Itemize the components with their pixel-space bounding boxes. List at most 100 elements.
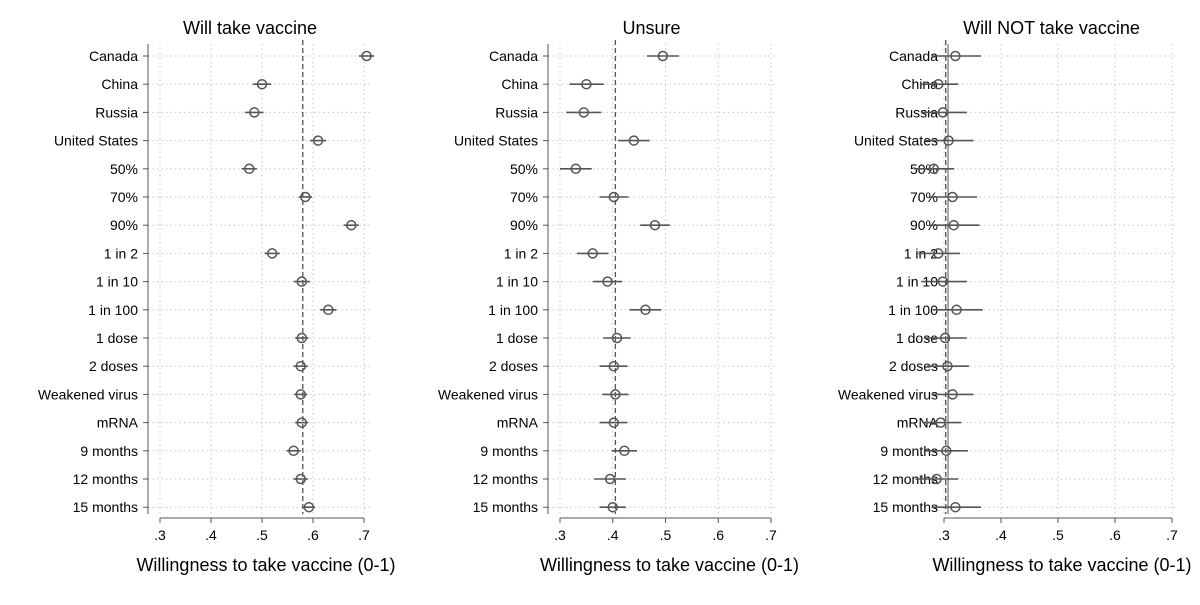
panel-3-category-label: China <box>901 76 938 92</box>
panel-1-point-estimate <box>249 107 260 118</box>
panel-1-point-estimate <box>300 191 311 203</box>
panel-1-point-estimate <box>296 332 308 344</box>
panel-3-point-estimate <box>950 50 961 62</box>
panel-3-category-label: Canada <box>889 48 938 64</box>
panel-1-category-label: 1 in 10 <box>96 274 138 290</box>
panel-2-point-estimate <box>608 191 620 203</box>
panel-1-category-label: 12 months <box>73 471 138 487</box>
panel-3-category-label: 2 doses <box>889 358 938 374</box>
panel-2-category-label: 15 months <box>473 499 538 515</box>
panel-3-category-label: 90% <box>910 217 938 233</box>
panel-2-category-label: 70% <box>510 189 538 205</box>
panel-2-point-estimate <box>578 107 589 118</box>
panel-1-point-estimate <box>312 135 324 146</box>
panel-1-category-label: 9 months <box>80 443 138 459</box>
panel-1-point-estimate <box>295 360 307 372</box>
panel-1-point-estimate <box>288 445 299 457</box>
panel-3-category-label: mRNA <box>897 415 939 431</box>
panel-2-point-estimate <box>604 473 616 485</box>
panel-3-point-estimate <box>937 107 949 118</box>
panel-3-point-estimate <box>947 191 958 203</box>
panel-3-x-tick-label: .7 <box>1166 527 1178 543</box>
panel-2-point-estimate <box>628 135 640 146</box>
panel-2-point-estimate <box>657 50 669 62</box>
panel-2-category-label: 1 in 2 <box>504 245 538 261</box>
panel-3-category-label: 1 dose <box>896 330 938 346</box>
panel-2-category-label: 1 in 100 <box>488 302 538 318</box>
panel-3-x-tick-label: .6 <box>1109 527 1121 543</box>
panel-2-category-label: United States <box>454 133 538 149</box>
panel-3-category-label: Weakened virus <box>838 386 938 402</box>
panel-2-category-label: Russia <box>495 104 538 120</box>
panel-2-category-label: 90% <box>510 217 538 233</box>
panel-3-category-label: 1 in 10 <box>896 274 938 290</box>
panel-3-category-label: 15 months <box>873 499 938 515</box>
panel-2-point-estimate <box>640 304 651 316</box>
panel-2-category-label: Weakened virus <box>438 386 538 402</box>
panel-1-category-label: Russia <box>95 104 138 120</box>
panel-2-point-estimate <box>611 332 623 344</box>
panel-1-x-tick-label: .6 <box>307 527 319 543</box>
panel-1-category-label: 2 doses <box>89 358 138 374</box>
panel-1-category-label: 15 months <box>73 499 138 515</box>
panel-3-point-estimate <box>928 163 939 175</box>
panel-3-x-tick-label: .4 <box>995 527 1007 543</box>
panel-2-x-tick-label: .7 <box>765 527 777 543</box>
panel-3-point-estimate <box>948 219 959 231</box>
panel-2-category-label: 2 doses <box>489 358 538 374</box>
panel-2-point-estimate <box>610 389 621 400</box>
panel-2-x-tick-label: .3 <box>554 527 566 543</box>
panel-2-point-estimate <box>608 417 620 428</box>
panel-2-point-estimate <box>608 360 620 372</box>
panel-2-x-axis-label: Willingness to take vaccine (0-1) <box>540 555 799 575</box>
panel-3-category-label: United States <box>854 133 938 149</box>
panel-1-x-tick-label: .3 <box>154 527 166 543</box>
panel-3-x-tick-label: .5 <box>1052 527 1064 543</box>
panel-3-point-estimate <box>947 389 958 400</box>
panel-3-category-label: 70% <box>910 189 938 205</box>
panel-2-point-estimate <box>581 78 592 90</box>
panel-1-category-label: mRNA <box>97 415 139 431</box>
panel-2-point-estimate <box>619 445 630 457</box>
panel-2-category-label: 9 months <box>480 443 538 459</box>
panel-3-point-estimate <box>931 473 942 485</box>
panel-3-point-estimate <box>933 248 944 259</box>
panel-1-point-estimate <box>266 248 278 259</box>
panel-1-point-estimate <box>296 276 308 287</box>
panel-1-point-estimate <box>295 473 307 485</box>
panel-1-point-estimate <box>303 501 315 513</box>
panel-1-category-label: China <box>101 76 138 92</box>
panel-1-category-label: 70% <box>110 189 138 205</box>
panel-3-point-estimate <box>950 501 961 513</box>
panel-1-point-estimate <box>256 78 268 90</box>
panel-1-title: Will take vaccine <box>183 18 317 38</box>
panel-1-category-label: 1 dose <box>96 330 138 346</box>
panel-1-point-estimate <box>296 417 308 428</box>
panel-1-category-label: United States <box>54 133 138 149</box>
panel-3-category-label: 1 in 100 <box>888 302 938 318</box>
panel-1-category-label: 50% <box>110 161 138 177</box>
panel-2-point-estimate <box>649 219 661 231</box>
panel-3-point-estimate <box>942 360 953 372</box>
panel-1-x-tick-label: .5 <box>256 527 268 543</box>
panel-3-point-estimate <box>935 417 946 428</box>
panel-1-x-tick-label: .7 <box>358 527 370 543</box>
panel-3-category-label: 12 months <box>873 471 938 487</box>
panel-1-point-estimate <box>323 304 334 316</box>
panel-2-point-estimate <box>570 163 582 175</box>
panel-1-point-estimate <box>361 50 372 62</box>
panel-3-x-axis-label: Willingness to take vaccine (0-1) <box>932 555 1191 575</box>
panel-2-x-tick-label: .5 <box>660 527 672 543</box>
panel-3-point-estimate <box>941 445 952 457</box>
panel-1-category-label: 90% <box>110 217 138 233</box>
panel-3-title: Will NOT take vaccine <box>963 18 1140 38</box>
panel-2-category-label: 50% <box>510 161 538 177</box>
panel-3-category-label: 9 months <box>880 443 938 459</box>
panel-3-point-estimate <box>939 332 951 344</box>
panel-3-category-label: Russia <box>895 104 938 120</box>
panel-2-category-label: 12 months <box>473 471 538 487</box>
panel-1-point-estimate <box>295 389 307 400</box>
panel-3-point-estimate <box>943 135 954 146</box>
